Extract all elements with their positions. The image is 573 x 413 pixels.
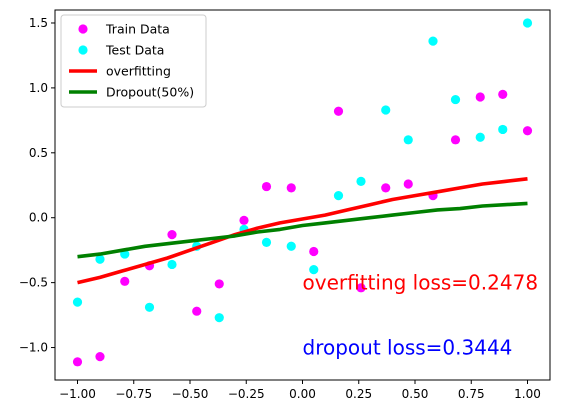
- legend-marker-train-data: [78, 24, 88, 34]
- scatter-point-train-data: [72, 357, 83, 367]
- y-tick-label: −1.0: [19, 341, 48, 355]
- scatter-point-train-data: [214, 279, 224, 289]
- legend-label: overfitting: [106, 64, 171, 79]
- y-tick-label: 0.0: [29, 211, 48, 225]
- scatter-point-test-data: [95, 254, 105, 264]
- x-tick-label: 0.00: [289, 387, 316, 401]
- legend-marker-test-data: [78, 45, 88, 55]
- x-tick-label: 0.25: [345, 387, 372, 401]
- axes: −1.00 −0.75 −0.50 −0.25 0.00 0.25 0.50 0.75 1.00…: [19, 9, 551, 401]
- scatter-point-test-data: [72, 297, 83, 307]
- scatter-point-test-data: [428, 36, 438, 46]
- x-tick-label: 0.50: [402, 387, 429, 401]
- scatter-point-test-data: [450, 94, 461, 105]
- y-tick-label: −0.5: [19, 276, 48, 290]
- x-tick-label: −0.50: [172, 387, 209, 401]
- scatter-point-train-data: [309, 246, 319, 257]
- x-tick-label: 0.75: [458, 387, 485, 401]
- scatter-point-train-data: [356, 283, 366, 293]
- x-tick-label: −0.75: [115, 387, 152, 401]
- annotation-text: overfitting loss=0.2478: [303, 271, 539, 295]
- plot-area: [72, 18, 533, 367]
- scatter-point-test-data: [381, 105, 391, 115]
- scatter-point-train-data: [286, 183, 296, 193]
- scatter-point-test-data: [261, 237, 272, 247]
- legend-label: Train Data: [105, 22, 170, 37]
- scatter-point-test-data: [167, 259, 177, 270]
- y-tick-label: 0.5: [29, 146, 48, 160]
- x-tick-label: −1.00: [59, 387, 96, 401]
- scatter-point-test-data: [309, 265, 319, 275]
- scatter-point-train-data: [475, 92, 485, 102]
- legend-label: Test Data: [105, 43, 164, 58]
- scatter-point-train-data: [333, 106, 344, 116]
- legend-box: [60, 14, 207, 108]
- scatter-point-test-data: [144, 302, 155, 312]
- scatter-point-test-data: [333, 191, 344, 201]
- scatter-point-test-data: [522, 18, 533, 28]
- scatter-point-train-data: [192, 306, 202, 316]
- scatter-point-test-data: [214, 313, 224, 323]
- scatter-point-train-data: [522, 126, 533, 136]
- scatter-point-train-data: [381, 183, 391, 193]
- legend: Train Data Test Data overfitting Dropout(50…: [60, 14, 207, 108]
- y-tick-label: 1.0: [29, 81, 48, 95]
- scatter-point-train-data: [239, 215, 249, 225]
- scatter-point-train-data: [95, 352, 105, 362]
- series-line-overfitting: [77, 177, 528, 285]
- scatter-point-train-data: [120, 276, 130, 286]
- x-tick-label: 1.00: [514, 387, 541, 401]
- scatter-point-test-data: [356, 176, 366, 186]
- y-tick-label: 1.5: [29, 16, 48, 30]
- scatter-point-test-data: [403, 135, 413, 145]
- legend-label: Dropout(50%): [106, 85, 194, 100]
- series-line-dropout-50-: [77, 201, 528, 259]
- scatter-point-train-data: [498, 89, 508, 99]
- scatter-point-train-data: [403, 179, 413, 189]
- annotations: overfitting loss=0.2478 dropout loss=0.34…: [303, 271, 539, 360]
- scatter-point-test-data: [475, 132, 485, 142]
- scatter-point-test-data: [286, 241, 296, 251]
- x-tick-label: −0.25: [228, 387, 265, 401]
- scatter-point-test-data: [498, 124, 508, 135]
- scatter-point-train-data: [450, 135, 461, 145]
- scatter-point-train-data: [167, 229, 177, 240]
- scatter-point-train-data: [261, 181, 272, 192]
- annotation-text: dropout loss=0.3444: [303, 336, 513, 360]
